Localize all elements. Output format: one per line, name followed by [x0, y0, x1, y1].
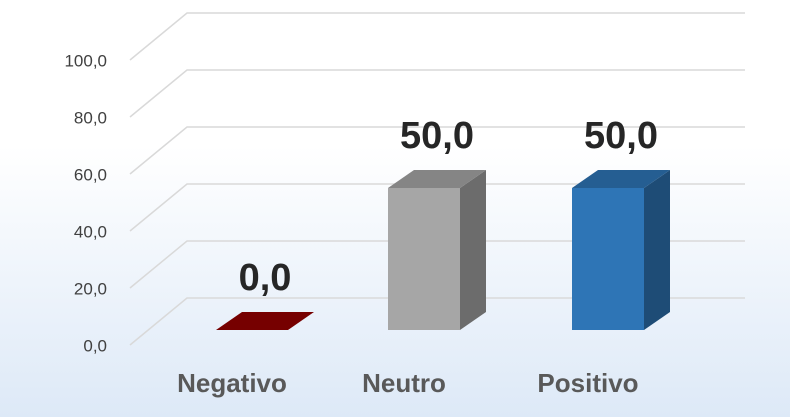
y-tick-label: 100,0	[64, 51, 107, 70]
y-tick-label: 20,0	[74, 279, 107, 298]
data-label: 50,0	[400, 115, 474, 157]
y-tick-label: 80,0	[74, 108, 107, 127]
bar-front	[388, 188, 460, 330]
x-tick-label: Positivo	[537, 368, 638, 398]
y-tick-label: 40,0	[74, 222, 107, 241]
grid-line	[129, 12, 745, 61]
grid-line	[129, 69, 745, 118]
x-tick-label: Neutro	[362, 368, 446, 398]
data-label: 0,0	[239, 257, 292, 299]
bar-top	[388, 170, 486, 188]
grid-line	[129, 126, 745, 175]
y-tick-label: 0,0	[83, 336, 107, 355]
grid-line	[129, 240, 745, 289]
data-label: 50,0	[584, 115, 658, 157]
grid-line	[129, 297, 745, 346]
y-tick-label: 60,0	[74, 165, 107, 184]
grid-line	[129, 183, 745, 232]
bar-top	[216, 312, 314, 330]
bar-front	[572, 188, 644, 330]
bar-side	[644, 170, 670, 330]
bar-top	[572, 170, 670, 188]
bar-side	[460, 170, 486, 330]
x-tick-label: Negativo	[177, 368, 287, 398]
